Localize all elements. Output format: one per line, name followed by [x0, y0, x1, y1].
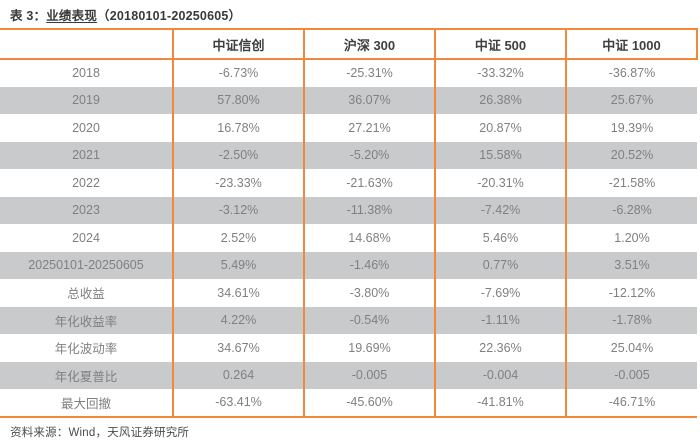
value-cell: 36.07% [303, 86, 435, 114]
value-cell: 19.69% [303, 334, 435, 362]
value-cell: -46.71% [565, 389, 697, 418]
value-cell: 1.20% [565, 224, 697, 252]
value-cell: -2.50% [172, 141, 304, 169]
value-cell: 14.68% [303, 224, 435, 252]
table-row: 2020 16.78% 27.21% 20.87% 19.39% [0, 114, 697, 142]
value-cell: -0.005 [565, 361, 697, 389]
table-header: 中证信创 沪深 300 中证 500 中证 1000 [0, 28, 698, 60]
row-label: 2020 [72, 120, 100, 135]
value-cell: -36.87% [565, 59, 697, 87]
performance-table: 中证信创 沪深 300 中证 500 中证 1000 2018 -6.73% -25.31… [0, 28, 698, 418]
value-cell: 57.80% [172, 86, 304, 114]
table-row: 年化夏普比 0.264 -0.005 -0.004 -0.005 [0, 361, 697, 389]
value-cell: 27.21% [303, 114, 435, 142]
corner-cell [0, 28, 173, 60]
table-title-name: 业绩表现 [46, 9, 98, 23]
value-cell: -3.80% [303, 279, 435, 307]
value-cell: -5.20% [303, 141, 435, 169]
value-cell: 25.04% [565, 334, 697, 362]
column-header: 中证 1000 [565, 28, 698, 60]
value-cell: -45.60% [303, 389, 435, 418]
row-label: 总收益 [67, 287, 105, 302]
value-cell: -1.11% [434, 306, 566, 334]
table-row: 年化收益率 4.22% -0.54% -1.11% -1.78% [0, 306, 697, 334]
row-label: 2019 [72, 93, 100, 108]
value-cell: 0.264 [172, 361, 304, 389]
value-cell: -21.63% [303, 169, 435, 197]
table-row: 2024 2.52% 14.68% 5.46% 1.20% [0, 224, 697, 252]
value-cell: -25.31% [303, 59, 435, 87]
value-cell: -1.46% [303, 251, 435, 279]
value-cell: 4.22% [172, 306, 304, 334]
value-cell: -21.58% [565, 169, 697, 197]
value-cell: 34.67% [172, 334, 304, 362]
value-cell: -23.33% [172, 169, 304, 197]
table-row: 总收益 34.61% -3.80% -7.69% -12.12% [0, 279, 697, 307]
value-cell: 3.51% [565, 251, 697, 279]
value-cell: 34.61% [172, 279, 304, 307]
value-cell: -11.38% [303, 196, 435, 224]
value-cell: -6.73% [172, 59, 304, 87]
value-cell: -3.12% [172, 196, 304, 224]
header-row: 中证信创 沪深 300 中证 500 中证 1000 [0, 28, 698, 60]
row-label: 2021 [72, 148, 100, 163]
row-label: 2024 [72, 230, 100, 245]
value-cell: -0.004 [434, 361, 566, 389]
row-label: 年化波动率 [54, 342, 118, 357]
table-row: 2019 57.80% 36.07% 26.38% 25.67% [0, 86, 697, 114]
source-note: 资料来源：Wind，天风证券研究所 [10, 426, 190, 439]
row-label: 2023 [72, 203, 100, 218]
table-body: 2018 -6.73% -25.31% -33.32% -36.87% 2019 57.80… [0, 59, 697, 418]
row-label: 20250101-20250605 [28, 258, 144, 273]
value-cell: 20.52% [565, 141, 697, 169]
table-row: 最大回撤 -63.41% -45.60% -41.81% -46.71% [0, 389, 697, 418]
value-cell: 26.38% [434, 86, 566, 114]
table-row: 年化波动率 34.67% 19.69% 22.36% 25.04% [0, 334, 697, 362]
row-label: 最大回撤 [0, 389, 173, 418]
row-label: 2018 [72, 66, 100, 81]
row-label: 年化收益率 [54, 314, 118, 329]
value-cell: 5.46% [434, 224, 566, 252]
value-cell: -1.78% [565, 306, 697, 334]
value-cell: 0.77% [434, 251, 566, 279]
column-header: 中证 500 [434, 28, 566, 60]
value-cell: -63.41% [172, 389, 304, 418]
table-row: 2021 -2.50% -5.20% 15.58% 20.52% [0, 141, 697, 169]
table-row: 2022 -23.33% -21.63% -20.31% -21.58% [0, 169, 697, 197]
table-title: 表 3：业绩表现（20180101-20250605） [0, 0, 700, 28]
value-cell: -0.005 [303, 361, 435, 389]
row-label: 2022 [72, 175, 100, 190]
value-cell: 20.87% [434, 114, 566, 142]
value-cell: -12.12% [565, 279, 697, 307]
value-cell: -6.28% [565, 196, 697, 224]
value-cell: -0.54% [303, 306, 435, 334]
row-label: 年化夏普比 [54, 369, 118, 384]
column-header: 沪深 300 [303, 28, 435, 60]
table-row: 2023 -3.12% -11.38% -7.42% -6.28% [0, 196, 697, 224]
value-cell: 22.36% [434, 334, 566, 362]
value-cell: -7.42% [434, 196, 566, 224]
value-cell: -41.81% [434, 389, 566, 418]
value-cell: 25.67% [565, 86, 697, 114]
value-cell: 15.58% [434, 141, 566, 169]
value-cell: -20.31% [434, 169, 566, 197]
value-cell: 5.49% [172, 251, 304, 279]
value-cell: 19.39% [565, 114, 697, 142]
table-row: 2018 -6.73% -25.31% -33.32% -36.87% [0, 59, 697, 87]
table-title-range: （20180101-20250605） [97, 9, 242, 23]
value-cell: 2.52% [172, 224, 304, 252]
column-header: 中证信创 [172, 28, 304, 60]
value-cell: -7.69% [434, 279, 566, 307]
table-title-prefix: 表 3： [10, 9, 47, 23]
value-cell: -33.32% [434, 59, 566, 87]
value-cell: 16.78% [172, 114, 304, 142]
table-row: 20250101-20250605 5.49% -1.46% 0.77% 3.51% [0, 251, 697, 279]
